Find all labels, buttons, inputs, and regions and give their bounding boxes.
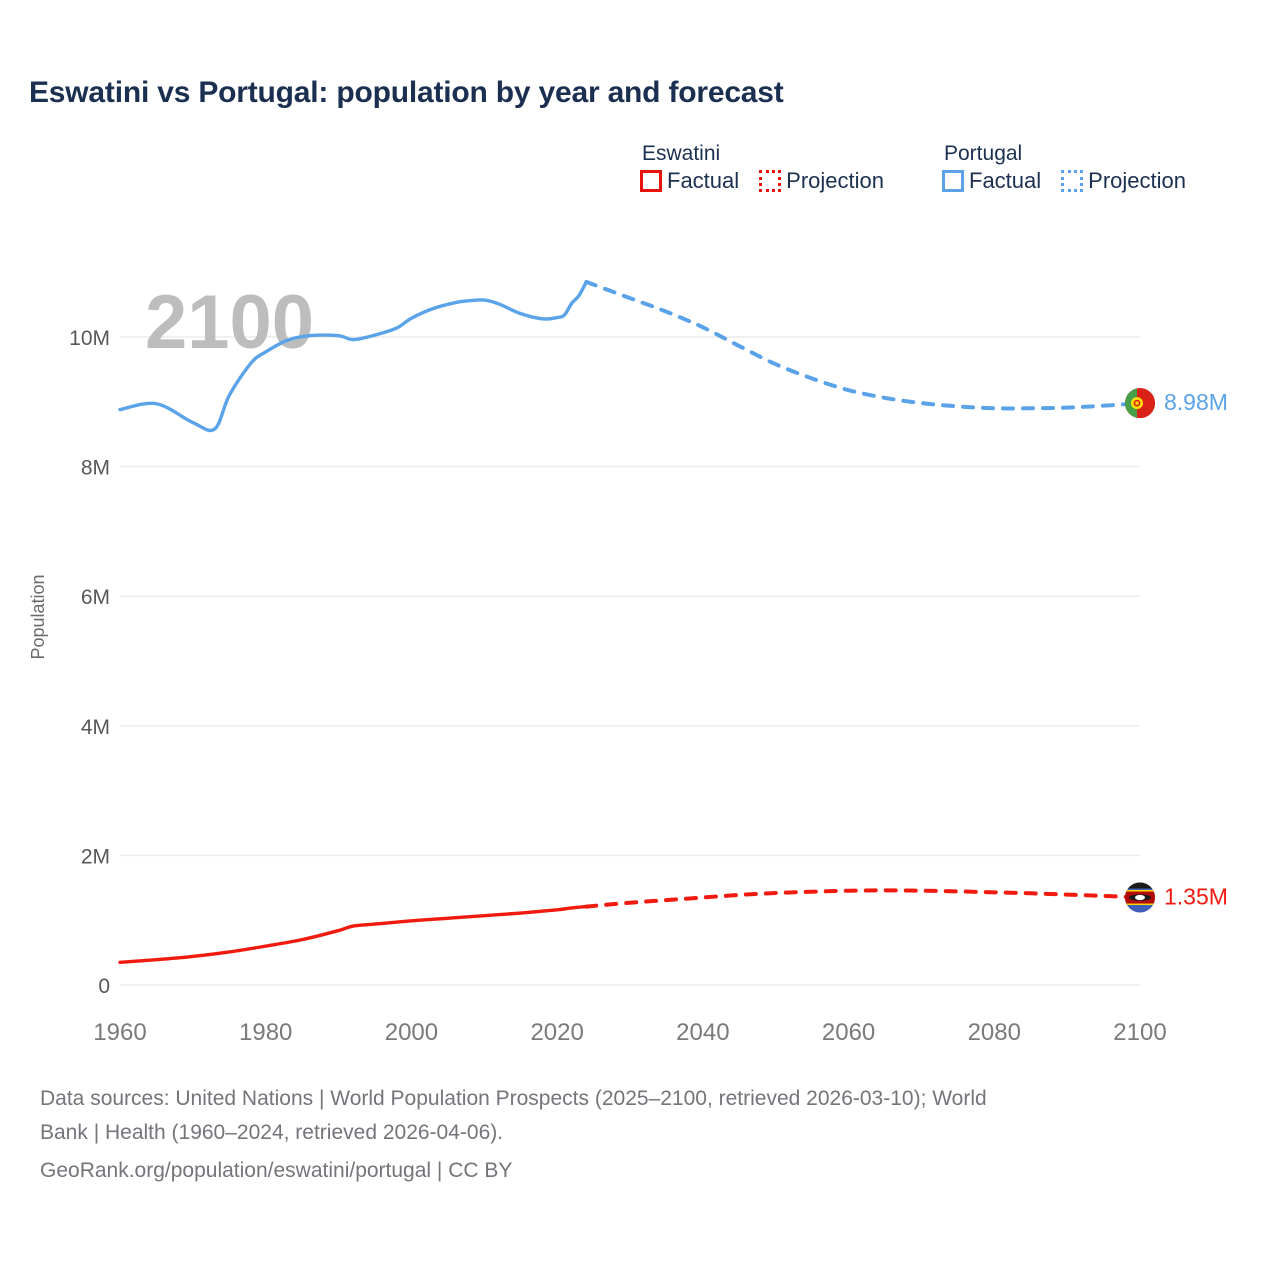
footer-sources: Data sources: United Nations | World Pop… (40, 1082, 1240, 1188)
y-tick-label: 0 (98, 975, 110, 998)
legend-swatch-dotted-blue-icon (1061, 170, 1084, 192)
x-tick-label: 2080 (968, 1019, 1021, 1046)
legend-country-eswatini: Eswatini (642, 142, 721, 165)
x-tick-label: 2000 (385, 1019, 438, 1046)
legend-item-eswatini-factual[interactable]: Factual (640, 170, 739, 192)
x-tick-label: 1980 (239, 1019, 292, 1046)
y-tick-label: 8M (81, 457, 110, 480)
chart-legend: Eswatini Factual Projection Portugal Fac… (640, 142, 1186, 192)
legend-label-eswatini-projection: Projection (786, 168, 884, 193)
footer-line-3[interactable]: GeoRank.org/population/eswatini/portugal… (40, 1159, 513, 1182)
series-end-markers: 8.98M 1.35M (1125, 388, 1228, 913)
series-lines (118, 279, 1142, 965)
x-tick-label: 2060 (822, 1019, 875, 1046)
series-line-portugal-projection (584, 279, 1142, 411)
x-axis-ticks: 1960 1980 2000 2020 2040 2060 2080 2100 (93, 1019, 1166, 1046)
y-tick-label: 4M (81, 716, 110, 739)
series-line-eswatini-factual (118, 904, 588, 965)
y-axis-label: Population (28, 574, 48, 659)
legend-group-portugal: Portugal Factual Projection (942, 142, 1186, 192)
chart-plot-area: 2100 0 2M 4M 6M 8M 10M 1960 1980 2000 2020 2040 20… (28, 279, 1228, 1046)
legend-group-eswatini: Eswatini Factual Projection (640, 142, 884, 192)
end-label-portugal: 8.98M (1164, 389, 1228, 415)
year-watermark: 2100 (145, 280, 314, 365)
legend-swatch-dotted-red-icon (759, 170, 782, 192)
x-tick-label: 2100 (1113, 1019, 1166, 1046)
series-line-eswatini-projection (584, 888, 1142, 909)
y-tick-label: 2M (81, 845, 110, 868)
legend-swatch-solid-blue-icon (942, 170, 964, 192)
x-tick-label: 1960 (93, 1019, 146, 1046)
legend-label-eswatini-factual: Factual (667, 168, 740, 193)
legend-label-portugal-factual: Factual (969, 168, 1042, 193)
legend-item-portugal-projection[interactable]: Projection (1061, 170, 1186, 192)
portugal-flag-icon (1125, 388, 1155, 419)
series-line-portugal-factual (118, 280, 588, 433)
page-title: Eswatini vs Portugal: population by year… (29, 76, 784, 109)
y-tick-label: 6M (81, 586, 110, 609)
footer-line-1: Data sources: United Nations | World Pop… (40, 1087, 987, 1110)
legend-item-portugal-factual[interactable]: Factual (942, 170, 1041, 192)
eswatini-flag-icon (1125, 882, 1155, 913)
population-line-chart: 2100 0 2M 4M 6M 8M 10M 1960 1980 2000 2020 2040 20… (28, 279, 1228, 1046)
footer-line-2: Bank | Health (1960–2024, retrieved 2026… (40, 1121, 504, 1144)
x-tick-label: 2040 (676, 1019, 729, 1046)
y-tick-label: 10M (69, 327, 110, 350)
legend-swatch-solid-red-icon (640, 170, 662, 192)
legend-country-portugal: Portugal (944, 142, 1023, 165)
end-label-eswatini: 1.35M (1164, 884, 1228, 910)
legend-label-portugal-projection: Projection (1088, 168, 1186, 193)
x-tick-label: 2020 (530, 1019, 583, 1046)
gridlines (120, 336, 1140, 986)
legend-item-eswatini-projection[interactable]: Projection (759, 170, 884, 192)
y-axis-ticks: 0 2M 4M 6M 8M 10M (69, 327, 110, 998)
